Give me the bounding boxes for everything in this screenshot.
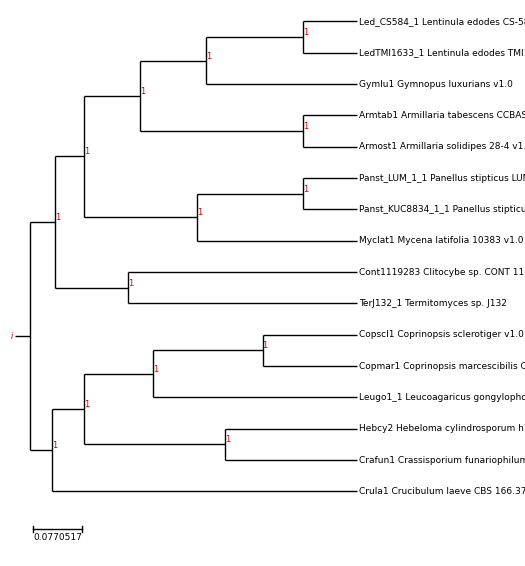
Text: 1: 1 (52, 441, 58, 451)
Text: Crafun1 Crassisporium funariophilum DOB1098 v1.0: Crafun1 Crassisporium funariophilum DOB1… (359, 456, 525, 465)
Text: Gymlu1 Gymnopus luxurians v1.0: Gymlu1 Gymnopus luxurians v1.0 (359, 79, 513, 88)
Text: 1: 1 (303, 122, 309, 131)
Text: 1: 1 (197, 208, 202, 217)
Text: TerJ132_1 Termitomyces sp. J132: TerJ132_1 Termitomyces sp. J132 (359, 299, 507, 308)
Text: Copmar1 Coprinopsis marcescibilis CBS121175 v1.0: Copmar1 Coprinopsis marcescibilis CBS121… (359, 362, 525, 371)
Text: 1: 1 (140, 87, 145, 96)
Text: i: i (11, 332, 14, 341)
Text: 1: 1 (83, 148, 89, 156)
Text: Led_CS584_1 Lentinula edodes CS-584 v1.0: Led_CS584_1 Lentinula edodes CS-584 v1.0 (359, 17, 525, 26)
Text: 1: 1 (262, 341, 268, 350)
Text: Crula1 Crucibulum laeve CBS 166.37 v1.0: Crula1 Crucibulum laeve CBS 166.37 v1.0 (359, 487, 525, 496)
Text: 1: 1 (225, 435, 230, 444)
Text: Myclat1 Mycena latifolia 10383 v1.0: Myclat1 Mycena latifolia 10383 v1.0 (359, 236, 523, 245)
Text: Panst_LUM_1_1 Panellus stipticus LUM v1.0: Panst_LUM_1_1 Panellus stipticus LUM v1.… (359, 174, 525, 182)
Text: 1: 1 (128, 278, 133, 288)
Text: Hebcy2 Hebeloma cylindrosporum h7 v2.0: Hebcy2 Hebeloma cylindrosporum h7 v2.0 (359, 424, 525, 433)
Text: 1: 1 (83, 400, 89, 409)
Text: Copscl1 Coprinopsis sclerotiger v1.0: Copscl1 Coprinopsis sclerotiger v1.0 (359, 330, 524, 339)
Text: Armost1 Armillaria solidipes 28-4 v1.0: Armost1 Armillaria solidipes 28-4 v1.0 (359, 142, 525, 151)
Text: 0.0770517: 0.0770517 (34, 533, 82, 542)
Text: Armtab1 Armillaria tabescens CCBAS 213 v1.0: Armtab1 Armillaria tabescens CCBAS 213 v… (359, 111, 525, 120)
Text: 1: 1 (303, 28, 309, 37)
Text: 1: 1 (56, 213, 61, 222)
Text: Leugo1_1 Leucoagaricus gongylophorus Ac12: Leugo1_1 Leucoagaricus gongylophorus Ac1… (359, 393, 525, 402)
Text: LedTMI1633_1 Lentinula edodes TMI1633 v1.0: LedTMI1633_1 Lentinula edodes TMI1633 v1… (359, 48, 525, 57)
Text: Panst_KUC8834_1_1 Panellus stipticus KUC8834 v1.1: Panst_KUC8834_1_1 Panellus stipticus KUC… (359, 205, 525, 214)
Text: Cont1119283 Clitocybe sp. CONT 1119283 v1.0: Cont1119283 Clitocybe sp. CONT 1119283 v… (359, 268, 525, 277)
Text: 1: 1 (206, 52, 211, 61)
Text: 1: 1 (303, 185, 309, 194)
Text: 1: 1 (153, 365, 158, 374)
